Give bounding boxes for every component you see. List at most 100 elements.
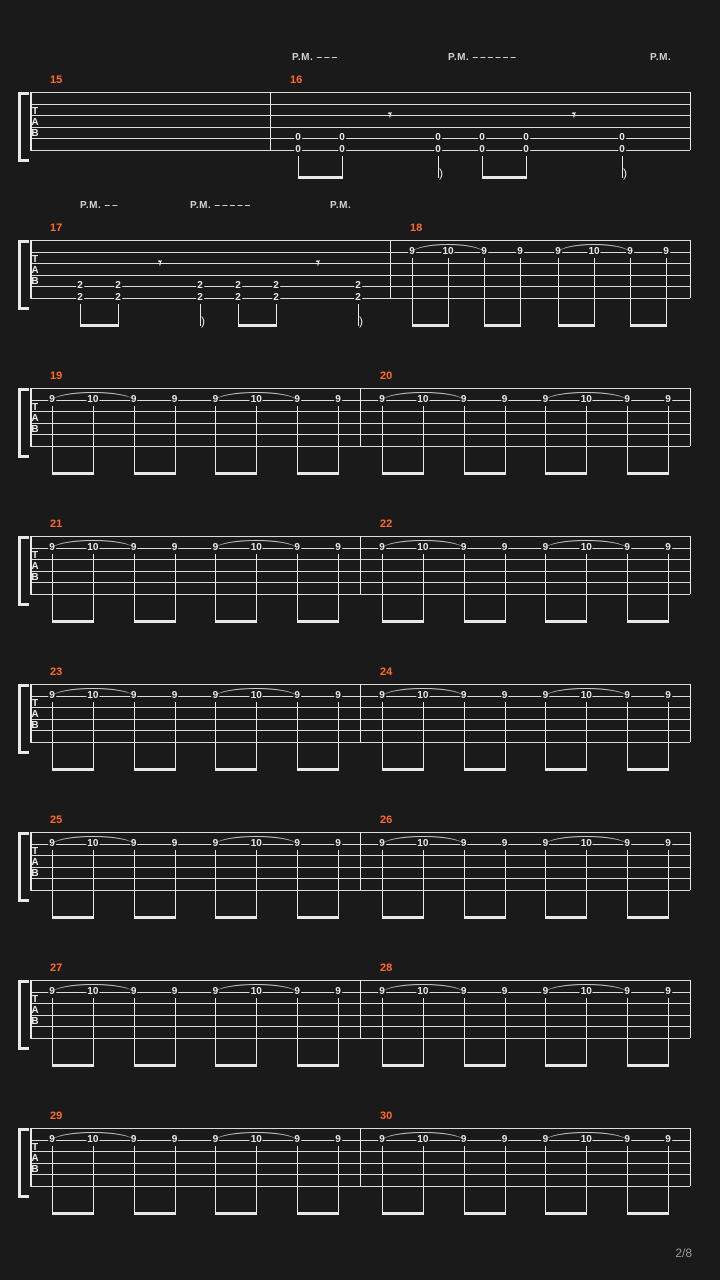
note-stem [668,1146,669,1214]
note-stem [93,998,94,1066]
note-stem [423,406,424,474]
note-stem [134,406,135,474]
fret-number: 9 [171,395,179,405]
fret-number: 9 [664,395,672,405]
note-stem [93,1146,94,1214]
beam [627,768,669,771]
measure-number: 28 [380,962,392,974]
fret-number: 2 [354,293,362,303]
note-stem [52,702,53,770]
beam [297,1212,339,1215]
barline [30,92,32,150]
tab-page: TAB1516P.M. –––P.M. ––––––P.M.0000000000… [0,0,720,1280]
note-stem [338,998,339,1066]
barline [690,684,691,742]
staff-line [30,150,690,151]
barline [690,536,691,594]
note-stem [256,554,257,622]
note-stem [93,554,94,622]
barline [30,1128,32,1186]
note-stem [520,258,521,326]
note-stem [134,1146,135,1214]
measure-number: 18 [410,222,422,234]
barline [390,240,391,298]
measure-number: 19 [50,370,62,382]
staff-line [30,240,690,241]
beam [52,1212,94,1215]
fret-number: 2 [114,293,122,303]
note-stem [256,1146,257,1214]
note-stem [297,998,298,1066]
beam [482,176,527,179]
note-stem [586,998,587,1066]
beam [382,1064,424,1067]
palm-mute-label: P.M. –– [80,200,120,211]
fret-number: 2 [234,281,242,291]
fret-number: 0 [294,133,302,143]
fret-number: 2 [196,293,204,303]
barline [30,388,32,446]
beam [464,472,506,475]
note-stem [215,554,216,622]
fret-number: 9 [664,839,672,849]
beam [545,916,587,919]
palm-mute-label: P.M. [330,200,351,211]
beam [412,324,449,327]
beam [297,1064,339,1067]
barline [360,832,361,890]
palm-mute-label: P.M. ––––– [190,200,252,211]
fret-number: 0 [618,145,626,155]
tab-row: TAB299109991099309109991099 [30,1116,690,1264]
beam [627,472,669,475]
note-stem [586,702,587,770]
fret-number: 9 [501,987,509,997]
beam [627,916,669,919]
tab-row: TAB259109991099269109991099 [30,820,690,968]
fret-number: 9 [334,543,342,553]
fret-number: 2 [114,281,122,291]
measure-number: 15 [50,74,62,86]
note-stem [338,1146,339,1214]
beam [134,1212,176,1215]
note-stem [482,156,483,178]
beam [545,1212,587,1215]
note-stem [423,702,424,770]
note-stem [382,998,383,1066]
tab-row: TAB199109991099209109991099 [30,376,690,524]
barline [690,240,691,298]
barline [30,684,32,742]
measure-number: 27 [50,962,62,974]
note-flag: ) [359,316,363,326]
fret-number: 9 [171,691,179,701]
fret-number: 9 [334,691,342,701]
note-stem [545,406,546,474]
measure-number: 29 [50,1110,62,1122]
note-stem [382,702,383,770]
note-stem [594,258,595,326]
note-stem [215,406,216,474]
note-stem [586,406,587,474]
note-stem [338,702,339,770]
fret-number: 9 [516,247,524,257]
note-stem [668,998,669,1066]
beam [52,1064,94,1067]
note-stem [52,554,53,622]
beam [52,916,94,919]
tab-row: TAB239109991099249109991099 [30,672,690,820]
tab-row: TAB219109991099229109991099 [30,524,690,672]
rest-icon: 𝄾 [572,107,576,124]
fret-number: 9 [501,691,509,701]
staff-line [30,446,690,447]
note-stem [215,702,216,770]
beam [215,768,257,771]
beam [382,620,424,623]
note-stem [627,850,628,918]
note-stem [464,850,465,918]
measure-number: 22 [380,518,392,530]
note-stem [666,258,667,326]
note-stem [134,554,135,622]
note-stem [52,850,53,918]
barline [690,832,691,890]
rest-icon: 𝄾 [158,255,162,272]
note-stem [505,406,506,474]
